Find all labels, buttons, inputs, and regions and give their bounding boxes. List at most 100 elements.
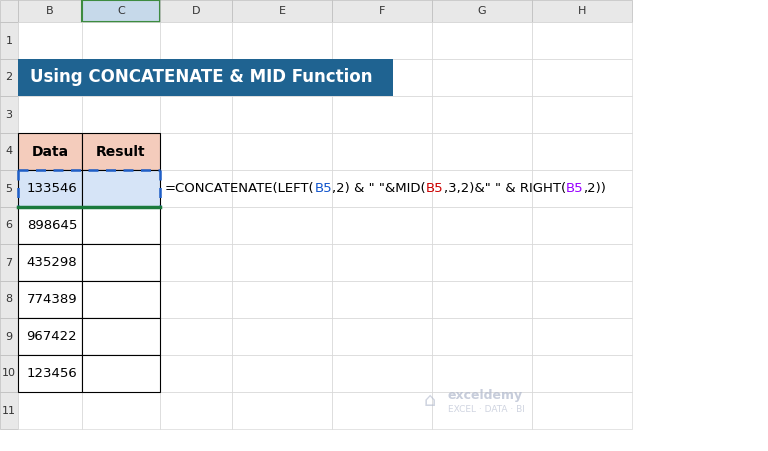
- Text: B5: B5: [315, 182, 333, 195]
- Text: 3: 3: [5, 110, 12, 120]
- FancyBboxPatch shape: [160, 170, 232, 207]
- FancyBboxPatch shape: [18, 281, 82, 318]
- FancyBboxPatch shape: [0, 392, 18, 429]
- FancyBboxPatch shape: [82, 355, 160, 392]
- FancyBboxPatch shape: [0, 96, 18, 133]
- FancyBboxPatch shape: [82, 281, 160, 318]
- FancyBboxPatch shape: [82, 0, 160, 22]
- FancyBboxPatch shape: [160, 281, 232, 318]
- FancyBboxPatch shape: [18, 281, 82, 318]
- FancyBboxPatch shape: [432, 355, 532, 392]
- FancyBboxPatch shape: [532, 133, 632, 170]
- FancyBboxPatch shape: [232, 318, 332, 355]
- Text: 9: 9: [5, 331, 12, 341]
- FancyBboxPatch shape: [232, 392, 332, 429]
- FancyBboxPatch shape: [160, 133, 232, 170]
- Text: B5: B5: [565, 182, 583, 195]
- Text: G: G: [478, 6, 486, 16]
- FancyBboxPatch shape: [0, 22, 18, 59]
- FancyBboxPatch shape: [332, 281, 432, 318]
- Text: 133546: 133546: [26, 182, 77, 195]
- FancyBboxPatch shape: [532, 0, 632, 22]
- FancyBboxPatch shape: [18, 318, 82, 355]
- FancyBboxPatch shape: [18, 355, 82, 392]
- FancyBboxPatch shape: [18, 22, 82, 59]
- FancyBboxPatch shape: [18, 59, 393, 96]
- Text: =CONCATENATE(LEFT(: =CONCATENATE(LEFT(: [165, 182, 315, 195]
- FancyBboxPatch shape: [332, 392, 432, 429]
- FancyBboxPatch shape: [18, 59, 82, 96]
- FancyBboxPatch shape: [332, 355, 432, 392]
- FancyBboxPatch shape: [332, 133, 432, 170]
- FancyBboxPatch shape: [160, 22, 232, 59]
- FancyBboxPatch shape: [0, 170, 18, 207]
- FancyBboxPatch shape: [0, 318, 18, 355]
- Text: E: E: [279, 6, 286, 16]
- FancyBboxPatch shape: [82, 392, 160, 429]
- FancyBboxPatch shape: [18, 170, 82, 207]
- Text: 967422: 967422: [26, 330, 77, 343]
- Text: C: C: [118, 6, 125, 16]
- FancyBboxPatch shape: [532, 207, 632, 244]
- FancyBboxPatch shape: [18, 207, 82, 244]
- FancyBboxPatch shape: [332, 207, 432, 244]
- FancyBboxPatch shape: [0, 59, 18, 96]
- FancyBboxPatch shape: [232, 133, 332, 170]
- FancyBboxPatch shape: [532, 318, 632, 355]
- FancyBboxPatch shape: [332, 244, 432, 281]
- Text: 4: 4: [5, 147, 12, 156]
- FancyBboxPatch shape: [82, 170, 160, 207]
- FancyBboxPatch shape: [432, 133, 532, 170]
- FancyBboxPatch shape: [332, 59, 432, 96]
- FancyBboxPatch shape: [532, 96, 632, 133]
- FancyBboxPatch shape: [82, 170, 160, 207]
- Text: exceldemy: exceldemy: [448, 388, 523, 401]
- FancyBboxPatch shape: [160, 0, 232, 22]
- Text: 6: 6: [5, 221, 12, 230]
- FancyBboxPatch shape: [532, 22, 632, 59]
- FancyBboxPatch shape: [18, 392, 82, 429]
- FancyBboxPatch shape: [18, 244, 82, 281]
- FancyBboxPatch shape: [160, 318, 232, 355]
- FancyBboxPatch shape: [432, 170, 532, 207]
- Text: 8: 8: [5, 295, 12, 304]
- FancyBboxPatch shape: [82, 133, 160, 170]
- FancyBboxPatch shape: [160, 392, 232, 429]
- Text: 7: 7: [5, 258, 12, 267]
- FancyBboxPatch shape: [82, 244, 160, 281]
- FancyBboxPatch shape: [232, 207, 332, 244]
- FancyBboxPatch shape: [160, 355, 232, 392]
- FancyBboxPatch shape: [232, 0, 332, 22]
- FancyBboxPatch shape: [232, 22, 332, 59]
- FancyBboxPatch shape: [532, 392, 632, 429]
- Text: ⌂: ⌂: [424, 391, 436, 410]
- FancyBboxPatch shape: [432, 96, 532, 133]
- FancyBboxPatch shape: [82, 59, 160, 96]
- Text: B: B: [46, 6, 54, 16]
- FancyBboxPatch shape: [332, 22, 432, 59]
- FancyBboxPatch shape: [160, 59, 232, 96]
- FancyBboxPatch shape: [18, 170, 82, 207]
- FancyBboxPatch shape: [160, 207, 232, 244]
- Text: EXCEL · DATA · BI: EXCEL · DATA · BI: [448, 405, 525, 414]
- FancyBboxPatch shape: [532, 281, 632, 318]
- FancyBboxPatch shape: [160, 96, 232, 133]
- FancyBboxPatch shape: [160, 244, 232, 281]
- FancyBboxPatch shape: [532, 170, 632, 207]
- Text: 10: 10: [2, 368, 16, 378]
- FancyBboxPatch shape: [18, 96, 82, 133]
- Text: Using CONCATENATE & MID Function: Using CONCATENATE & MID Function: [30, 69, 372, 87]
- FancyBboxPatch shape: [82, 207, 160, 244]
- FancyBboxPatch shape: [432, 22, 532, 59]
- FancyBboxPatch shape: [82, 96, 160, 133]
- Text: ,2)): ,2)): [583, 182, 606, 195]
- FancyBboxPatch shape: [82, 318, 160, 355]
- Text: D: D: [192, 6, 200, 16]
- FancyBboxPatch shape: [18, 318, 82, 355]
- Text: Data: Data: [31, 144, 68, 158]
- FancyBboxPatch shape: [332, 96, 432, 133]
- FancyBboxPatch shape: [18, 0, 82, 22]
- Text: 774389: 774389: [26, 293, 77, 306]
- Text: ,3,2)&" " & RIGHT(: ,3,2)&" " & RIGHT(: [443, 182, 565, 195]
- FancyBboxPatch shape: [0, 0, 18, 22]
